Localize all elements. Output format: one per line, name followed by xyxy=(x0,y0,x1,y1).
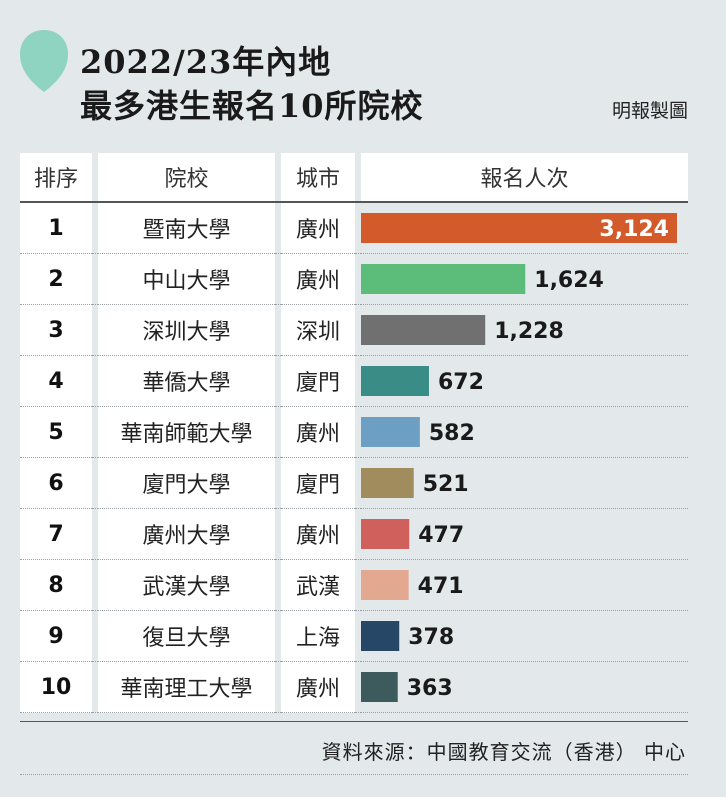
value-label-7: 477 xyxy=(418,523,464,548)
bar-cell: 582 xyxy=(361,407,688,458)
bar-10 xyxy=(361,672,398,702)
city-cell: 廈門 xyxy=(281,458,355,509)
table-row: 9 復旦大學 上海 378 xyxy=(20,611,688,662)
city-cell: 深圳 xyxy=(281,305,355,356)
bar-7 xyxy=(361,519,410,549)
city-cell: 廣州 xyxy=(281,509,355,560)
header-rank: 排序 xyxy=(20,153,92,203)
rank-cell: 10 xyxy=(20,662,92,713)
table-row: 6 廈門大學 廈門 521 xyxy=(20,458,688,509)
value-label-1: 3,124 xyxy=(599,217,669,242)
bar-cell: 672 xyxy=(361,356,688,407)
bar-4 xyxy=(361,366,429,396)
university-cell: 華南理工大學 xyxy=(98,662,275,713)
value-label-2: 1,624 xyxy=(534,268,604,293)
university-cell: 武漢大學 xyxy=(98,560,275,611)
city-cell: 廈門 xyxy=(281,356,355,407)
table-header-row: 排序 院校 城市 報名人次 xyxy=(20,153,688,203)
rank-cell: 8 xyxy=(20,560,92,611)
bar-cell: 378 xyxy=(361,611,688,662)
value-label-4: 672 xyxy=(438,370,484,395)
city-cell: 廣州 xyxy=(281,407,355,458)
bar-svg: 378 xyxy=(361,621,454,651)
table-row: 5 華南師範大學 廣州 582 xyxy=(20,407,688,458)
rank-cell: 9 xyxy=(20,611,92,662)
bar-cell: 1,228 xyxy=(361,305,688,356)
value-label-10: 363 xyxy=(407,676,453,701)
city-cell: 廣州 xyxy=(281,662,355,713)
university-cell: 復旦大學 xyxy=(98,611,275,662)
university-cell: 華南師範大學 xyxy=(98,407,275,458)
source-note: 資料來源：中國教育交流（香港） 中心 xyxy=(321,740,686,764)
bar-5 xyxy=(361,417,420,447)
table-row: 3 深圳大學 深圳 1,228 xyxy=(20,305,688,356)
city-cell: 廣州 xyxy=(281,254,355,305)
bar-1 xyxy=(361,213,677,243)
bar-cell: 363 xyxy=(361,662,688,713)
table-row: 8 武漢大學 武漢 471 xyxy=(20,560,688,611)
bottom-rule xyxy=(20,721,688,722)
chart-title: 2022/23年內地 最多港生報名10所院校 xyxy=(80,40,424,128)
bar-cell: 471 xyxy=(361,560,688,611)
bar-svg: 521 xyxy=(361,468,469,498)
bar-svg: 471 xyxy=(361,570,464,600)
header-city: 城市 xyxy=(281,153,355,203)
rank-cell: 4 xyxy=(20,356,92,407)
rank-cell: 2 xyxy=(20,254,92,305)
city-cell: 武漢 xyxy=(281,560,355,611)
droplet-icon xyxy=(20,30,68,92)
header-university: 院校 xyxy=(98,153,275,203)
bar-cell: 477 xyxy=(361,509,688,560)
university-cell: 深圳大學 xyxy=(98,305,275,356)
value-label-6: 521 xyxy=(423,472,469,497)
value-label-5: 582 xyxy=(429,421,475,446)
university-cell: 暨南大學 xyxy=(98,203,275,254)
bar-6 xyxy=(361,468,414,498)
table-row: 1 暨南大學 廣州 3,124 xyxy=(20,203,688,254)
bar-svg: 672 xyxy=(361,366,484,396)
bar-cell: 3,124 xyxy=(361,203,688,254)
value-label-3: 1,228 xyxy=(494,319,564,344)
rank-cell: 5 xyxy=(20,407,92,458)
title-line-2: 最多港生報名10所院校 xyxy=(80,87,424,125)
header-applicants: 報名人次 xyxy=(361,153,688,203)
bar-9 xyxy=(361,621,400,651)
footer-divider xyxy=(20,774,688,775)
ranking-table: 排序 院校 城市 報名人次 1 暨南大學 廣州 3,124 2 中山大學 廣州 1,624 3 深… xyxy=(20,153,688,713)
title-line-1: 2022/23年內地 xyxy=(80,43,332,81)
table-row: 10 華南理工大學 廣州 363 xyxy=(20,662,688,713)
university-cell: 廣州大學 xyxy=(98,509,275,560)
table-row: 2 中山大學 廣州 1,624 xyxy=(20,254,688,305)
city-cell: 廣州 xyxy=(281,203,355,254)
bar-8 xyxy=(361,570,409,600)
bar-svg: 363 xyxy=(361,672,453,702)
bar-svg: 3,124 xyxy=(361,213,677,243)
value-label-8: 471 xyxy=(418,574,464,599)
bar-svg: 1,624 xyxy=(361,264,604,294)
university-cell: 廈門大學 xyxy=(98,458,275,509)
bar-2 xyxy=(361,264,526,294)
university-cell: 華僑大學 xyxy=(98,356,275,407)
bar-cell: 521 xyxy=(361,458,688,509)
rank-cell: 6 xyxy=(20,458,92,509)
rank-cell: 7 xyxy=(20,509,92,560)
bar-cell: 1,624 xyxy=(361,254,688,305)
rank-cell: 3 xyxy=(20,305,92,356)
bar-svg: 477 xyxy=(361,519,464,549)
university-cell: 中山大學 xyxy=(98,254,275,305)
credit-label: 明報製圖 xyxy=(611,100,688,122)
bar-svg: 1,228 xyxy=(361,315,564,345)
value-label-9: 378 xyxy=(408,625,454,650)
rank-cell: 1 xyxy=(20,203,92,254)
table-row: 4 華僑大學 廈門 672 xyxy=(20,356,688,407)
table-row: 7 廣州大學 廣州 477 xyxy=(20,509,688,560)
bar-3 xyxy=(361,315,486,345)
bar-svg: 582 xyxy=(361,417,475,447)
city-cell: 上海 xyxy=(281,611,355,662)
